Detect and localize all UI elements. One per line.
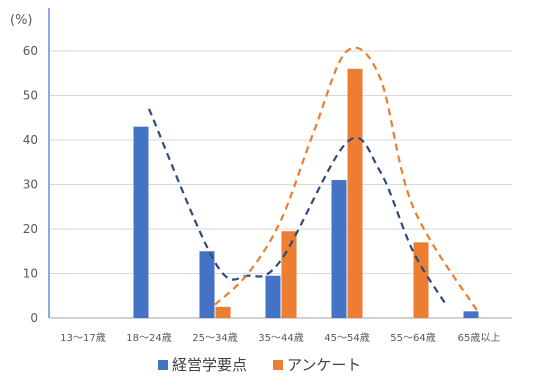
x-tick-label: 13〜17歳	[60, 332, 105, 344]
x-tick-label: 18〜24歳	[126, 332, 171, 344]
bar-keiei-4	[331, 180, 347, 318]
y-tick-labels: 0 10 20 30 40 50 60	[23, 44, 38, 325]
trend-curve-survey	[214, 46, 480, 315]
trend-curves	[147, 46, 480, 315]
bar-survey-5	[413, 242, 429, 318]
y-tick-label: 10	[23, 267, 38, 281]
y-tick-label: 0	[30, 311, 38, 325]
x-tick-label: 55〜64歳	[390, 332, 435, 344]
legend-label: 経営学要点	[172, 356, 247, 374]
y-tick-label: 40	[23, 133, 38, 147]
bars	[133, 68, 479, 319]
bar-survey-2	[215, 306, 231, 318]
x-tick-label: 35〜44歳	[258, 332, 303, 344]
y-axis-unit-label: (%)	[10, 13, 33, 28]
y-tick-label: 20	[23, 222, 38, 236]
bar-keiei-2	[199, 251, 215, 318]
y-tick-label: 50	[23, 89, 38, 103]
trend-curve-keiei	[147, 108, 447, 306]
bar-keiei-6	[463, 311, 479, 318]
legend-swatch	[158, 360, 168, 370]
legend-label: アンケート	[287, 356, 361, 374]
y-tick-label: 30	[23, 178, 38, 192]
bar-keiei-3	[265, 275, 281, 318]
legend-swatch	[273, 360, 284, 370]
bar-keiei-1	[133, 126, 149, 319]
x-tick-label: 65歳以上	[458, 332, 501, 344]
gridlines	[50, 50, 512, 274]
x-tick-label: 25〜34歳	[192, 332, 237, 344]
y-tick-label: 60	[23, 44, 38, 58]
legend: 経営学要点 アンケート	[158, 356, 361, 374]
bar-survey-3	[281, 231, 297, 318]
x-tick-label: 45〜54歳	[324, 332, 369, 344]
x-tick-labels: 13〜17歳 18〜24歳 25〜34歳 35〜44歳 45〜54歳 55〜64歳 65歳以…	[60, 332, 500, 344]
bar-survey-4	[347, 68, 363, 318]
